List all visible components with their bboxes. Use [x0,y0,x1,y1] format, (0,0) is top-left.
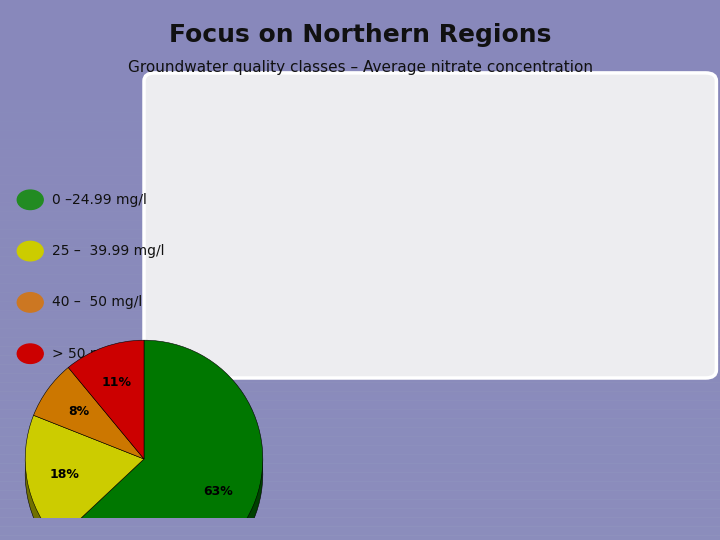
Text: 63%: 63% [204,485,233,498]
Wedge shape [68,355,144,474]
FancyBboxPatch shape [144,73,716,378]
Wedge shape [34,367,144,459]
Text: > 50 mg/l: > 50 mg/l [52,347,120,361]
Wedge shape [25,430,144,540]
Circle shape [17,241,43,261]
Text: 8%: 8% [68,405,89,418]
Circle shape [17,190,43,210]
Wedge shape [68,340,144,459]
Text: Groundwater quality classes – Average nitrate concentration: Groundwater quality classes – Average ni… [127,60,593,75]
Circle shape [17,293,43,312]
Text: Focus on Northern Regions: Focus on Northern Regions [168,23,552,47]
Wedge shape [25,415,144,540]
Wedge shape [34,382,144,474]
Text: 40 –  50 mg/l: 40 – 50 mg/l [52,295,142,309]
Wedge shape [58,355,263,540]
Circle shape [17,344,43,363]
Wedge shape [58,340,263,540]
Text: 25 –  39.99 mg/l: 25 – 39.99 mg/l [52,244,164,258]
Text: 18%: 18% [50,468,79,481]
Text: 11%: 11% [102,376,132,389]
Text: 0 –24.99 mg/l: 0 –24.99 mg/l [52,193,147,207]
